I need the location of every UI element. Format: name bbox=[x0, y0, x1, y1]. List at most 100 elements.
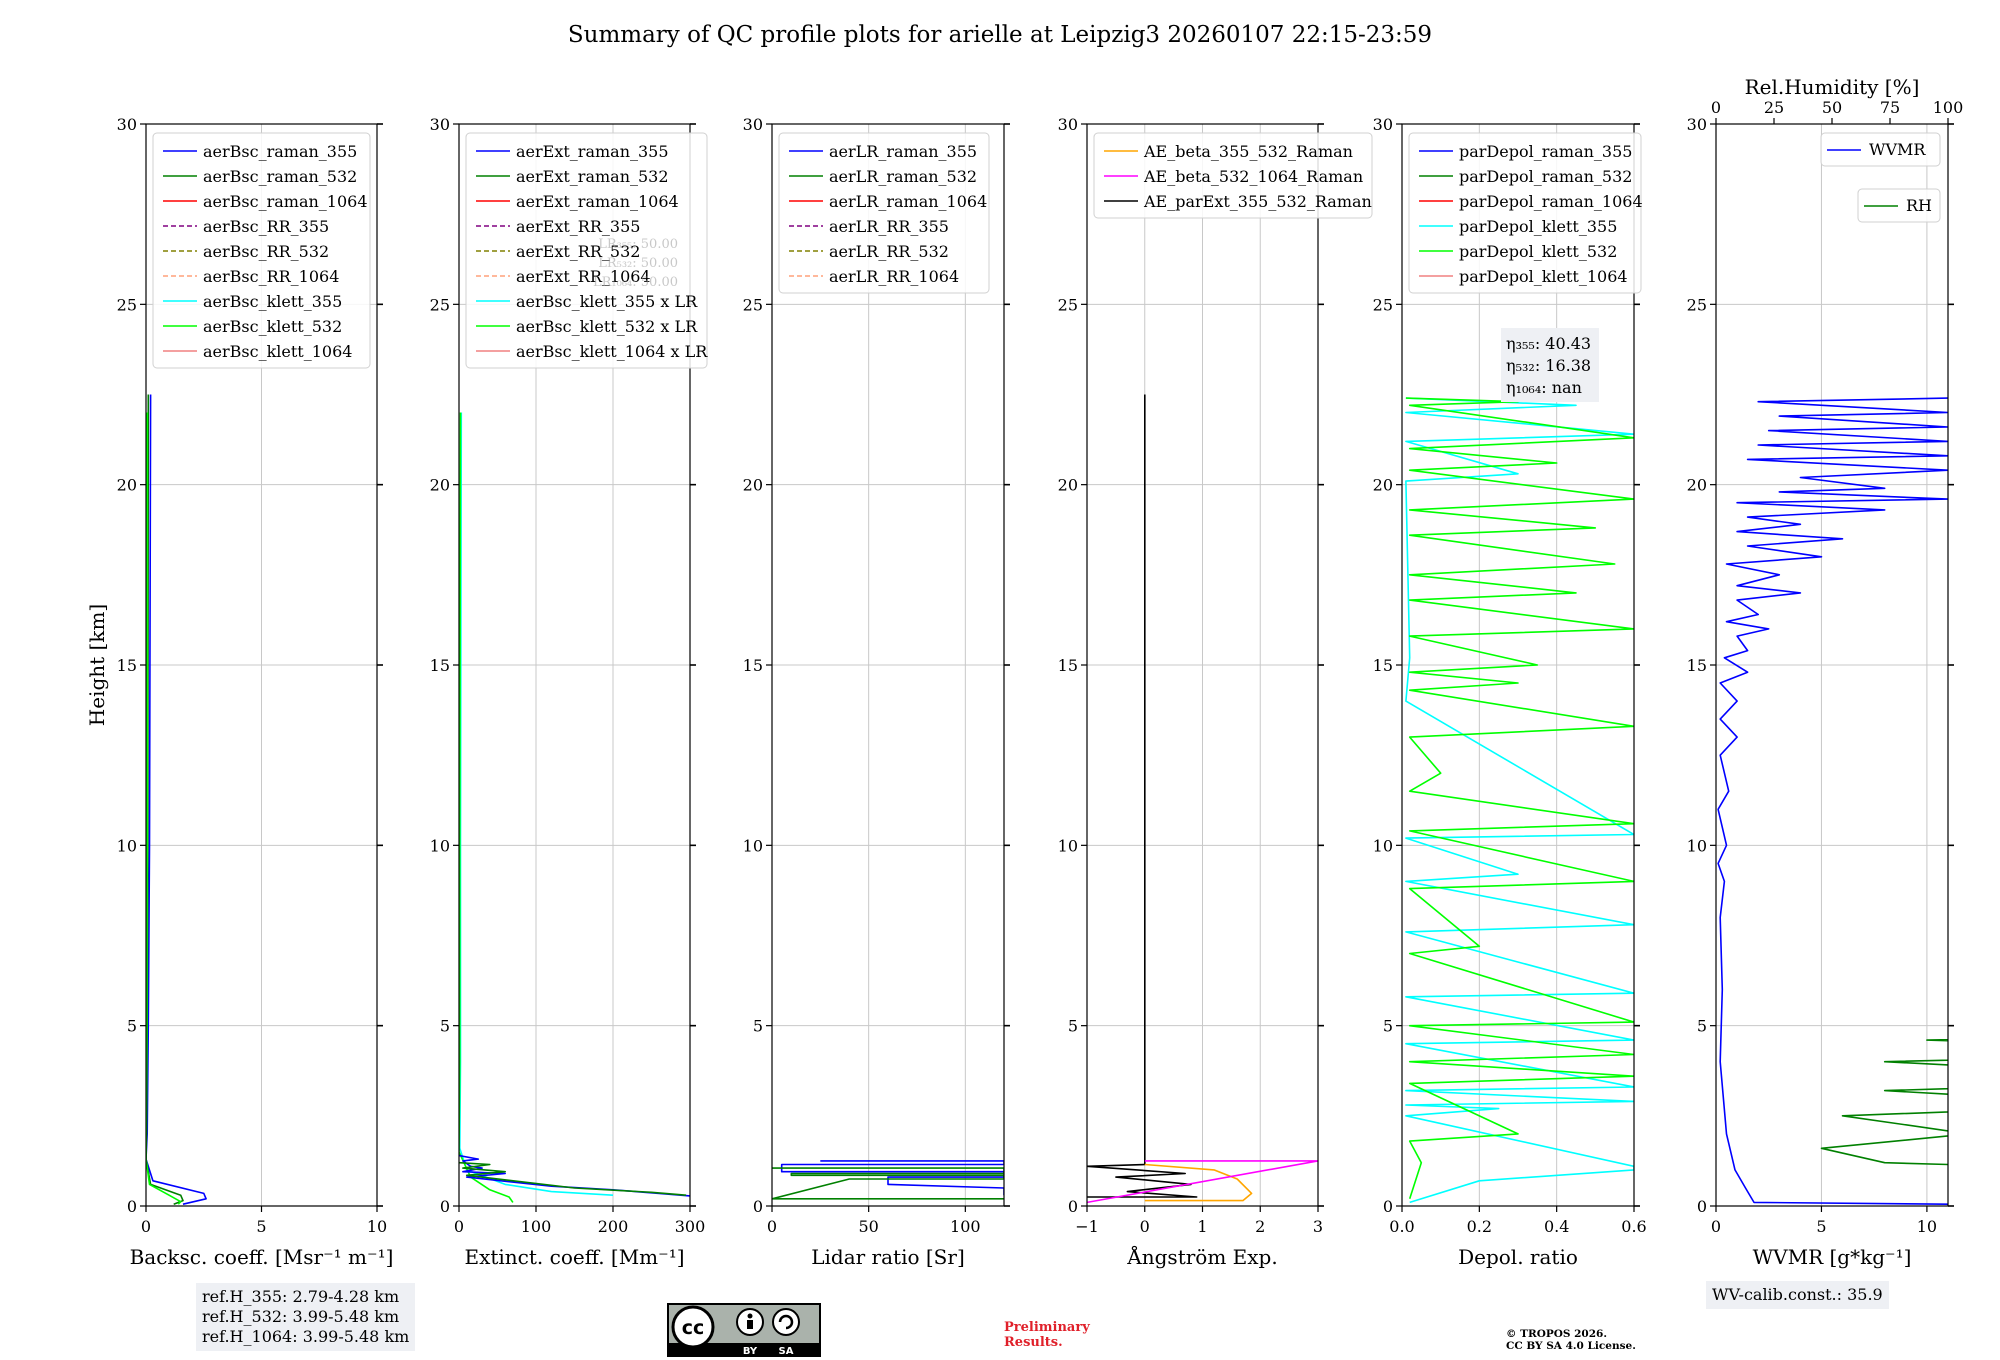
legend-item-parDepol_klett_355: parDepol_klett_355 bbox=[1459, 217, 1617, 236]
y-tick-label: 30 bbox=[743, 115, 763, 134]
series-group bbox=[459, 412, 690, 1203]
y-tick-label: 0 bbox=[1697, 1197, 1707, 1216]
x-tick-label: 0 bbox=[454, 1217, 464, 1236]
series-group bbox=[1405, 397, 1634, 1204]
legend-box bbox=[1408, 132, 1642, 294]
legend-item-aerBsc_klett_1064: aerBsc_klett_1064 bbox=[203, 342, 352, 361]
legend-item-aerExt_raman_532: aerExt_raman_532 bbox=[516, 167, 669, 186]
x2-tick-label: 25 bbox=[1764, 98, 1784, 117]
legend-item-parDepol_klett_532: parDepol_klett_532 bbox=[1459, 242, 1617, 261]
y-tick-label: 30 bbox=[117, 115, 137, 134]
wv-calibration-box: WV-calib.const.: 35.9 bbox=[1706, 1281, 1889, 1309]
x-axis-label: WVMR [g*kg⁻¹] bbox=[1753, 1245, 1912, 1269]
legend-item-aerExt_RR_355: aerExt_RR_355 bbox=[516, 217, 640, 236]
legend-item-aerLR_raman_1064: aerLR_raman_1064 bbox=[829, 192, 987, 211]
legend-item-aerBsc_klett_1064 x LR: aerBsc_klett_1064 x LR bbox=[516, 342, 708, 361]
legend-item-aerBsc_klett_355 x LR: aerBsc_klett_355 x LR bbox=[516, 292, 698, 311]
y-tick-label: 10 bbox=[117, 836, 137, 855]
copyright-line-1: © TROPOS 2026. bbox=[1506, 1328, 1608, 1340]
legend-item-RH: RH bbox=[1906, 196, 1932, 215]
legend-item-aerBsc_RR_355: aerBsc_RR_355 bbox=[203, 217, 329, 236]
legend-item-aerBsc_raman_532: aerBsc_raman_532 bbox=[203, 167, 357, 186]
y-tick-label: 30 bbox=[1687, 115, 1707, 134]
ref-h-355: ref.H_355: 2.79-4.28 km bbox=[202, 1287, 400, 1306]
y-tick-label: 0 bbox=[127, 1197, 137, 1216]
legend-box bbox=[1093, 132, 1373, 219]
ref-h-1064: ref.H_1064: 3.99-5.48 km bbox=[202, 1327, 410, 1346]
copyright-line-2: CC BY SA 4.0 License. bbox=[1506, 1340, 1636, 1352]
legend-item-parDepol_klett_1064: parDepol_klett_1064 bbox=[1459, 267, 1628, 286]
legend-item-aerBsc_RR_1064: aerBsc_RR_1064 bbox=[203, 267, 339, 286]
series-AE_parExt_355_532_Raman bbox=[1087, 394, 1198, 1198]
x2-tick-label: 100 bbox=[1933, 98, 1964, 117]
legend-item-aerBsc_raman_1064: aerBsc_raman_1064 bbox=[203, 192, 368, 211]
legend-item-WVMR: WVMR bbox=[1869, 140, 1926, 159]
legend-item-parDepol_raman_355: parDepol_raman_355 bbox=[1459, 142, 1632, 161]
x-tick-label: −1 bbox=[1075, 1217, 1099, 1236]
x-axis-label: Depol. ratio bbox=[1458, 1245, 1578, 1269]
x-axis-label: Extinct. coeff. [Mm⁻¹] bbox=[464, 1245, 684, 1269]
y-tick-label: 5 bbox=[1068, 1017, 1078, 1036]
legend-item-aerExt_raman_1064: aerExt_raman_1064 bbox=[516, 192, 679, 211]
y-tick-label: 0 bbox=[1068, 1197, 1078, 1216]
legend-box bbox=[465, 132, 708, 369]
y-tick-label: 5 bbox=[440, 1017, 450, 1036]
lr-annotation: LR₃₅₅: 50.00 bbox=[598, 237, 678, 252]
x-tick-label: 0.0 bbox=[1389, 1217, 1414, 1236]
series-group bbox=[146, 394, 207, 1205]
legend-item-AE_beta_355_532_Raman: AE_beta_355_532_Raman bbox=[1143, 142, 1353, 161]
series-aerExt_raman_355 bbox=[459, 1154, 690, 1197]
series-aerBsc_raman_355 bbox=[146, 394, 207, 1205]
y-tick-label: 5 bbox=[1697, 1017, 1707, 1036]
legend-item-aerBsc_RR_532: aerBsc_RR_532 bbox=[203, 242, 329, 261]
y-tick-label: 0 bbox=[753, 1197, 763, 1216]
x-axis-label: Ångström Exp. bbox=[1126, 1244, 1277, 1269]
y-tick-label: 25 bbox=[1373, 295, 1393, 314]
y-tick-label: 25 bbox=[1687, 295, 1707, 314]
legend-item-aerLR_raman_355: aerLR_raman_355 bbox=[829, 142, 977, 161]
x-axis-label: Lidar ratio [Sr] bbox=[811, 1245, 965, 1269]
y-tick-label: 15 bbox=[1058, 656, 1078, 675]
series-parDepol_klett_532 bbox=[1405, 397, 1634, 1200]
lr-annotation: LR₁₀₆₄: 50.00 bbox=[593, 275, 678, 290]
x-tick-label: 50 bbox=[858, 1217, 878, 1236]
y-tick-label: 15 bbox=[1373, 656, 1393, 675]
eta-annotation: η₅₃₂: 16.38 bbox=[1506, 356, 1591, 375]
series-RH bbox=[1820, 1038, 1948, 1166]
legend-box bbox=[152, 132, 371, 369]
lr-annotation: LR₅₃₂: 50.00 bbox=[598, 256, 678, 271]
x-axis-label: Backsc. coeff. [Msr⁻¹ m⁻¹] bbox=[130, 1245, 394, 1269]
y-tick-label: 30 bbox=[1373, 115, 1393, 134]
legend-item-parDepol_raman_1064: parDepol_raman_1064 bbox=[1459, 192, 1643, 211]
x-tick-label: 5 bbox=[1816, 1217, 1826, 1236]
x-tick-label: 10 bbox=[367, 1217, 387, 1236]
sa-share-icon bbox=[772, 1308, 800, 1336]
y-tick-label: 10 bbox=[1373, 836, 1393, 855]
legend-box bbox=[778, 132, 990, 294]
x-tick-label: 0 bbox=[1711, 1217, 1721, 1236]
legend-item-aerBsc_klett_355: aerBsc_klett_355 bbox=[203, 292, 342, 311]
y-tick-label: 25 bbox=[117, 295, 137, 314]
y-tick-label: 10 bbox=[743, 836, 763, 855]
legend-item-aerExt_RR_532: aerExt_RR_532 bbox=[516, 242, 640, 261]
legend-item-AE_beta_532_1064_Raman: AE_beta_532_1064_Raman bbox=[1143, 167, 1363, 186]
legend-item-aerBsc_raman_355: aerBsc_raman_355 bbox=[203, 142, 357, 161]
y-tick-label: 5 bbox=[127, 1017, 137, 1036]
legend-item-aerLR_RR_532: aerLR_RR_532 bbox=[829, 242, 949, 261]
sa-label: SA bbox=[779, 1346, 794, 1357]
x-tick-label: 0 bbox=[1140, 1217, 1150, 1236]
x-tick-label: 0 bbox=[767, 1217, 777, 1236]
series-AE_beta_355_532_Raman bbox=[1144, 1163, 1253, 1202]
y-tick-label: 25 bbox=[743, 295, 763, 314]
series-aerExt_raman_532 bbox=[459, 1161, 687, 1196]
y-tick-label: 0 bbox=[440, 1197, 450, 1216]
y-tick-label: 25 bbox=[430, 295, 450, 314]
eta-annotation: η₁₀₆₄: nan bbox=[1506, 378, 1582, 397]
y-tick-label: 25 bbox=[1058, 295, 1078, 314]
by-label: BY bbox=[743, 1346, 758, 1357]
y-tick-label: 15 bbox=[743, 656, 763, 675]
x-tick-label: 0.4 bbox=[1544, 1217, 1569, 1236]
legend-item-aerExt_raman_355: aerExt_raman_355 bbox=[516, 142, 669, 161]
y-tick-label: 20 bbox=[1058, 476, 1078, 495]
